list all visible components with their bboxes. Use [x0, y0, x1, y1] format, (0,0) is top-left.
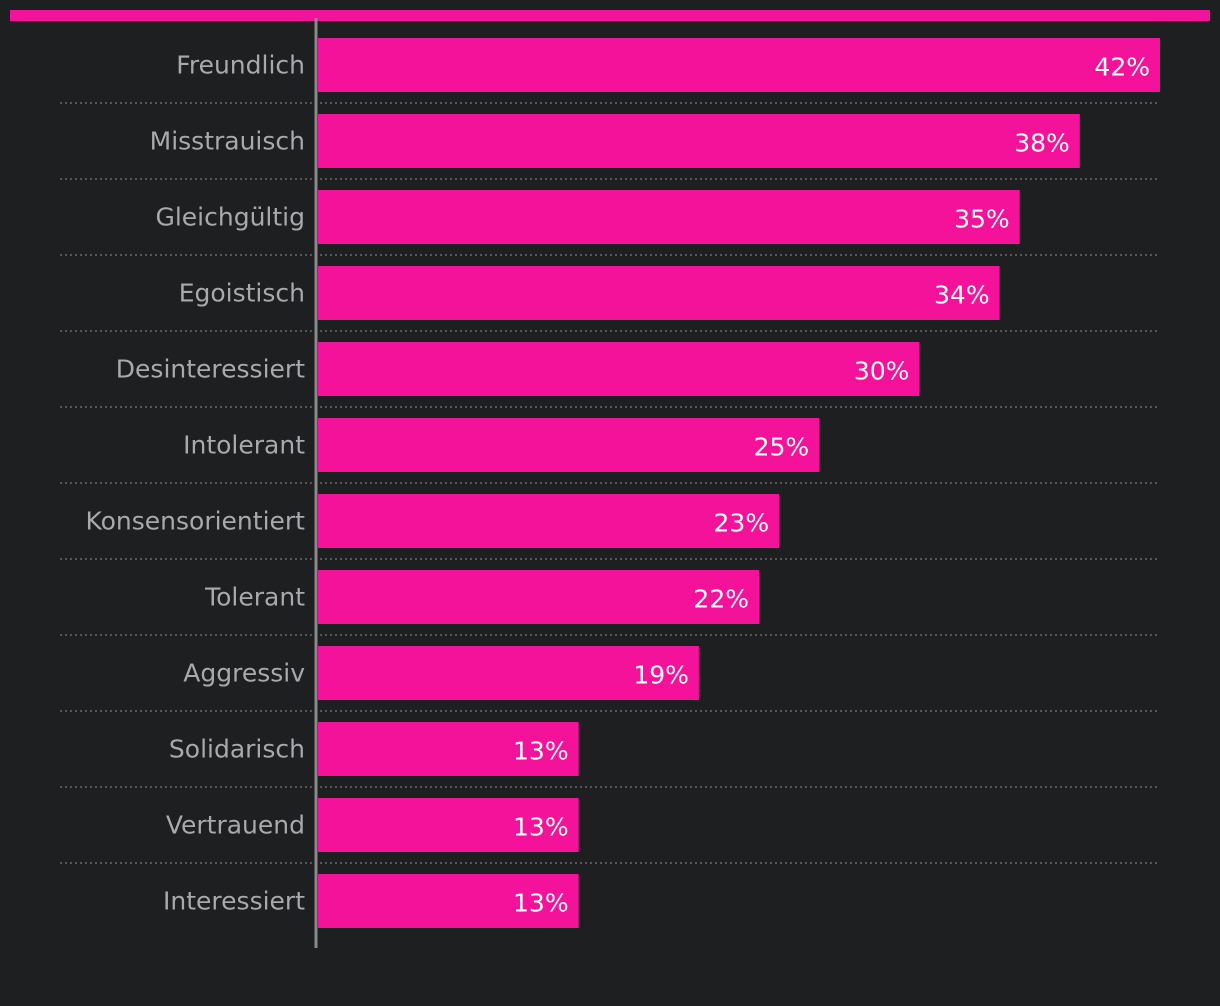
value-label-egoistisch: 34% — [934, 281, 990, 310]
grid-separators — [60, 102, 1160, 864]
value-label-misstrauisch: 38% — [1014, 129, 1070, 158]
bar-freundlich — [318, 38, 1160, 92]
accent-rule — [10, 10, 1210, 21]
bar-solidarisch — [318, 722, 579, 776]
bar-konsensorientiert — [318, 494, 780, 548]
value-label-solidarisch: 13% — [513, 737, 569, 766]
bar-tolerant — [318, 570, 759, 624]
value-label-aggressiv: 19% — [633, 661, 689, 690]
bars-group — [318, 38, 1160, 928]
value-label-desinteressiert: 30% — [854, 357, 910, 386]
bar-gleichgueltig — [318, 190, 1020, 244]
bar-desinteressiert — [318, 342, 920, 396]
category-label-interessiert: Interessiert — [163, 887, 305, 916]
category-label-misstrauisch: Misstrauisch — [150, 127, 305, 156]
value-label-freundlich: 42% — [1094, 53, 1150, 82]
category-label-gleichgueltig: Gleichgültig — [155, 203, 305, 232]
value-label-tolerant: 22% — [693, 585, 749, 614]
value-label-interessiert: 13% — [513, 889, 569, 918]
category-label-tolerant: Tolerant — [204, 583, 305, 612]
bar-misstrauisch — [318, 114, 1080, 168]
value-label-gleichgueltig: 35% — [954, 205, 1010, 234]
category-label-intolerant: Intolerant — [183, 431, 305, 460]
value-label-vertrauend: 13% — [513, 813, 569, 842]
category-labels: Freundlich Misstrauisch Gleichgültig Egoist… — [85, 51, 305, 916]
bar-aggressiv — [318, 646, 699, 700]
bar-vertrauend — [318, 798, 579, 852]
value-label-intolerant: 25% — [754, 433, 810, 462]
category-label-vertrauend: Vertrauend — [166, 811, 305, 840]
bar-intolerant — [318, 418, 820, 472]
bar-interessiert — [318, 874, 579, 928]
category-label-solidarisch: Solidarisch — [169, 735, 305, 764]
bar-egoistisch — [318, 266, 1000, 320]
category-label-aggressiv: Aggressiv — [183, 659, 305, 688]
value-label-konsensorientiert: 23% — [714, 509, 770, 538]
category-label-konsensorientiert: Konsensorientiert — [85, 507, 305, 536]
category-label-desinteressiert: Desinteressiert — [116, 355, 305, 384]
value-labels: 42% 38% 35% 34% 30% 25% 23% 22% 19% 13% 13% 13% — [513, 53, 1150, 918]
category-label-freundlich: Freundlich — [176, 51, 305, 80]
category-label-egoistisch: Egoistisch — [179, 279, 305, 308]
